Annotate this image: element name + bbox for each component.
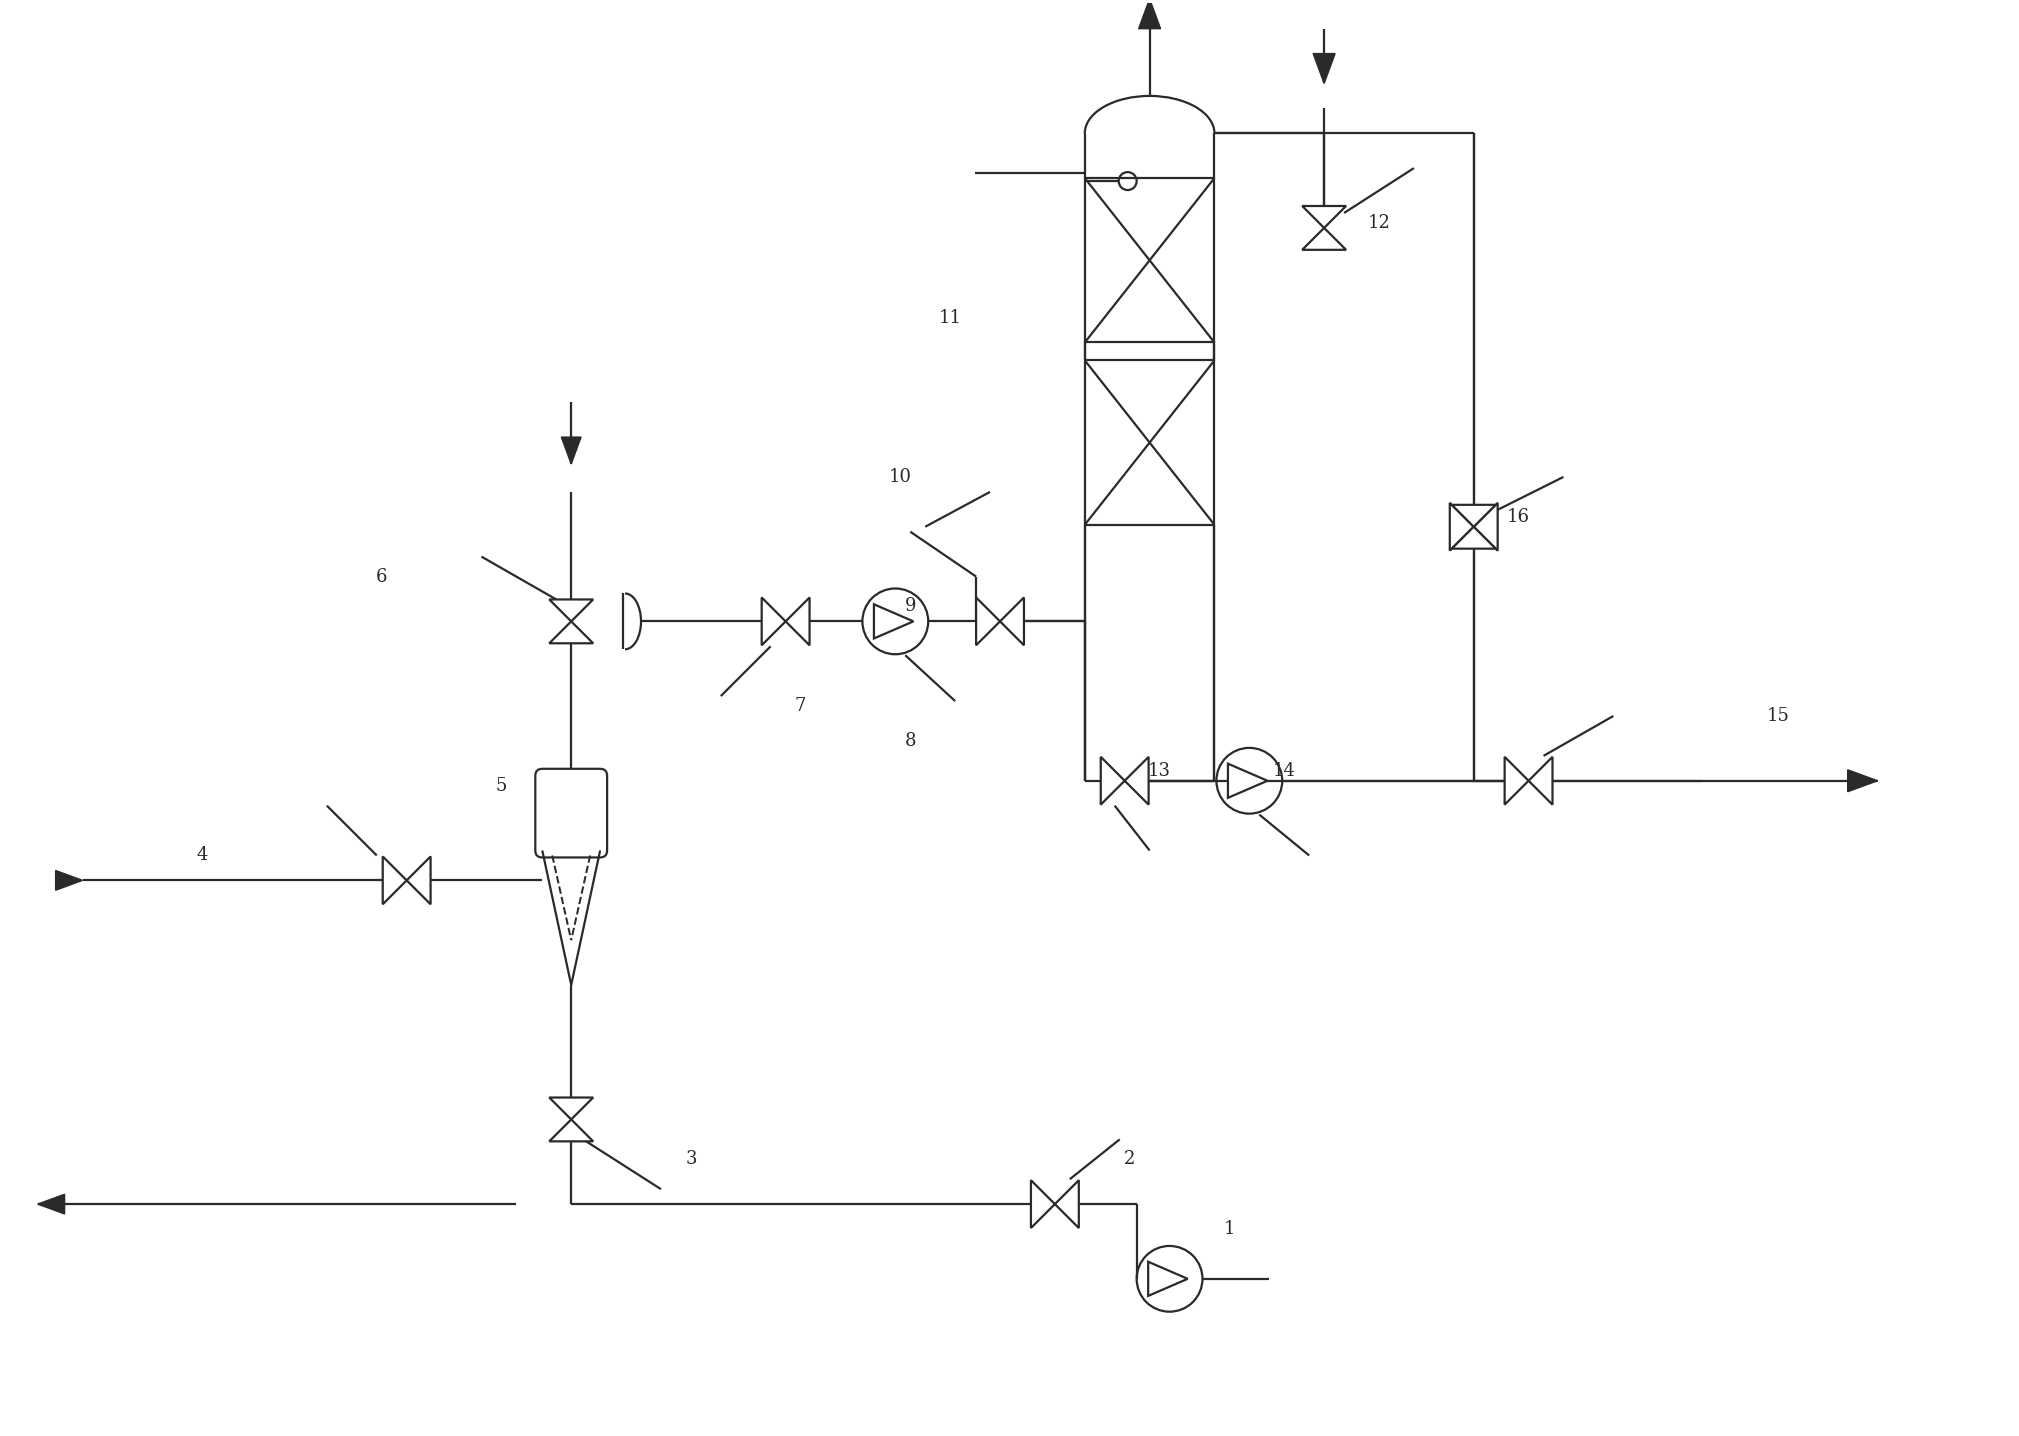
- Polygon shape: [1452, 527, 1496, 549]
- Polygon shape: [57, 870, 83, 890]
- Polygon shape: [1474, 503, 1498, 550]
- Polygon shape: [1125, 757, 1149, 804]
- Polygon shape: [384, 856, 406, 905]
- Text: 13: 13: [1149, 761, 1171, 780]
- Text: 8: 8: [905, 732, 917, 750]
- Text: 10: 10: [888, 468, 913, 485]
- Text: 3: 3: [684, 1150, 697, 1169]
- Polygon shape: [549, 599, 594, 622]
- Text: 5: 5: [497, 777, 507, 794]
- Polygon shape: [1032, 1180, 1054, 1228]
- Polygon shape: [549, 1120, 594, 1142]
- Polygon shape: [1139, 0, 1161, 29]
- Text: 1: 1: [1224, 1221, 1236, 1238]
- Polygon shape: [1312, 53, 1335, 83]
- Polygon shape: [785, 597, 810, 645]
- Polygon shape: [1302, 205, 1347, 228]
- Polygon shape: [975, 597, 999, 645]
- Polygon shape: [1452, 505, 1496, 527]
- Polygon shape: [1054, 1180, 1078, 1228]
- Polygon shape: [999, 597, 1024, 645]
- Polygon shape: [406, 856, 430, 905]
- Text: 7: 7: [795, 696, 806, 715]
- Polygon shape: [561, 437, 581, 464]
- Text: 11: 11: [939, 309, 961, 326]
- Text: 14: 14: [1272, 761, 1296, 780]
- Text: 6: 6: [376, 567, 388, 586]
- Polygon shape: [1149, 1262, 1187, 1295]
- Polygon shape: [1504, 757, 1528, 804]
- Polygon shape: [761, 597, 785, 645]
- Polygon shape: [1228, 764, 1268, 798]
- Polygon shape: [549, 1097, 594, 1120]
- Text: 2: 2: [1125, 1150, 1135, 1169]
- Text: 9: 9: [905, 597, 917, 616]
- Polygon shape: [1302, 228, 1347, 250]
- Text: 12: 12: [1367, 214, 1391, 233]
- Polygon shape: [549, 622, 594, 643]
- Polygon shape: [1847, 770, 1878, 791]
- Polygon shape: [1528, 757, 1553, 804]
- Text: 15: 15: [1767, 707, 1789, 725]
- Text: 4: 4: [196, 846, 208, 864]
- Polygon shape: [1100, 757, 1125, 804]
- Text: 16: 16: [1506, 508, 1530, 526]
- Polygon shape: [874, 605, 913, 639]
- Polygon shape: [38, 1195, 65, 1213]
- Polygon shape: [1450, 503, 1474, 550]
